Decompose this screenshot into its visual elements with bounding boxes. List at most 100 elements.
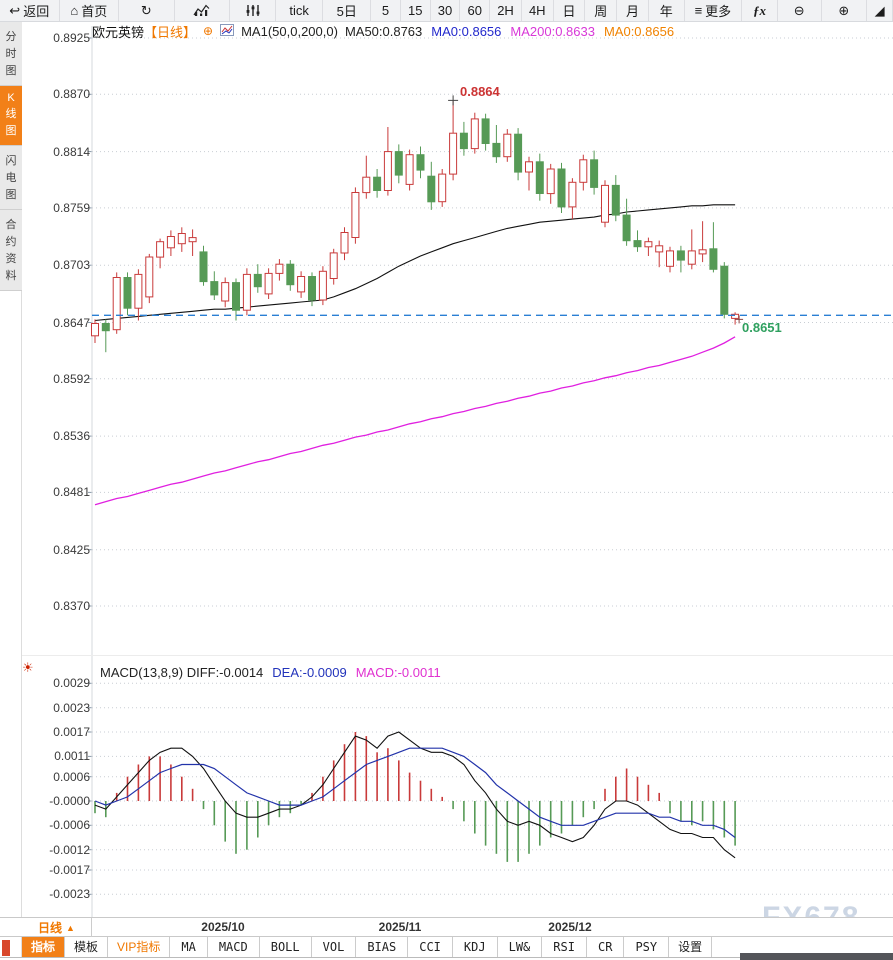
sidebar-tab-char: 资	[5, 253, 17, 265]
toolbar-item-label: 60	[467, 3, 482, 18]
chart-graphics	[88, 26, 893, 917]
macd-y-tick: -0.0000	[49, 794, 90, 808]
date-label: 2025/10	[201, 920, 245, 934]
indicator-settings-icon[interactable]: ☀	[22, 660, 34, 675]
toolbar-item-fx[interactable]: ƒx	[742, 0, 778, 21]
toolbar-item-label: 30	[437, 3, 453, 18]
toolbar-item-day[interactable]: 日	[554, 0, 586, 21]
main-y-tick: 0.8814	[53, 144, 90, 159]
toolbar-item-15[interactable]: 15	[401, 0, 431, 21]
indicator-tab-CR[interactable]: CR	[587, 937, 625, 957]
macd-value-2: MACD:-0.0011	[355, 665, 441, 680]
more-icon: ≡	[694, 3, 703, 18]
indicator-tab-KDJ[interactable]: KDJ	[453, 937, 498, 957]
taskbar-strip	[740, 953, 893, 960]
add-overlay-icon[interactable]: ⊕	[203, 24, 214, 38]
candlestick-sliders-icon	[246, 5, 259, 16]
toolbar-item-draw[interactable]: ◢	[867, 0, 893, 21]
toolbar-item-label: ƒx	[753, 2, 767, 18]
indicator-tab-模板[interactable]: 模板	[65, 937, 109, 957]
toolbar-item-more[interactable]: ≡ 更多	[685, 0, 743, 21]
macd-y-tick: 0.0011	[54, 749, 90, 764]
indicator-tab-指标[interactable]: 指标	[22, 937, 66, 957]
toolbar-item-label: 返回	[23, 4, 50, 19]
toolbar-item-30[interactable]: 30	[431, 0, 461, 21]
sidebar-tab-char: K	[7, 92, 15, 104]
indicator-tabbar: 指标 模板 VIP指标 MA MACD BOLL VOL BIAS CCI KDJ LW& RSI CR…	[0, 937, 893, 958]
indicator-tab-VOL[interactable]: VOL	[312, 937, 357, 957]
ma-summary: MA1(50,0,200,0)	[241, 23, 338, 39]
sidebar-tab-char: 图	[5, 125, 17, 137]
toolbar-item-refresh[interactable]: ↻	[119, 0, 175, 21]
toolbar-item-label: 日	[562, 4, 576, 19]
sidebar-tab-分时图[interactable]: 分时图	[0, 22, 22, 86]
sidebar-tab-char: 分	[5, 31, 17, 43]
macd-y-tick: -0.0023	[49, 887, 90, 902]
date-label: 2025/11	[378, 920, 422, 934]
sidebar-tab-char: 料	[5, 270, 17, 282]
macd-y-tick: 0.0017	[53, 725, 90, 739]
main-y-tick: 0.8592	[53, 371, 90, 386]
toolbar-item-60[interactable]: 60	[460, 0, 491, 21]
toolbar: ↩ 返回 ⌂ 首页 ↻ tick 5日 5 15 30 60 2H 4H 日周月年 ≡ 更多 ƒx ⊖ ⊕ ◢	[0, 0, 893, 22]
toolbar-item-4h[interactable]: 4H	[522, 0, 554, 21]
indicator-tab-MA[interactable]: MA	[170, 937, 208, 957]
refresh-icon: ↻	[140, 3, 152, 18]
red-corner-block	[2, 940, 10, 956]
sidebar-tab-闪电图[interactable]: 闪电图	[0, 146, 22, 210]
mini-chart-icon[interactable]	[220, 23, 235, 39]
indicator-tab-PSY[interactable]: PSY	[624, 937, 670, 957]
indicator-tab-BIAS[interactable]: BIAS	[356, 937, 409, 957]
indicator-tab-CCI[interactable]: CCI	[408, 937, 453, 957]
main-y-tick: 0.8703	[53, 258, 90, 273]
date-label: 2025/12	[548, 920, 592, 934]
toolbar-item-label: 首页	[81, 4, 108, 19]
indicator-tab-MACD[interactable]: MACD	[208, 937, 260, 957]
indicator-tab-设置[interactable]: 设置	[669, 937, 713, 957]
toolbar-item-bar-chart[interactable]	[175, 0, 231, 21]
macd-y-tick: 0.0006	[53, 769, 90, 784]
toolbar-item-label: tick	[289, 3, 309, 18]
indicator-tab-RSI[interactable]: RSI	[542, 937, 587, 957]
toolbar-item-back[interactable]: ↩ 返回	[0, 0, 60, 21]
toolbar-item-year[interactable]: 年	[649, 0, 685, 21]
indicator-tab-VIP指标[interactable]: VIP指标	[108, 937, 171, 957]
toolbar-item-label: 4H	[528, 3, 546, 18]
ma-value-1: MA0:0.8656	[431, 23, 502, 39]
indicator-tab-BOLL[interactable]: BOLL	[260, 937, 312, 957]
macd-y-tick: 0.0023	[53, 700, 90, 715]
period-selector[interactable]: 日线 ▲	[22, 918, 92, 937]
toolbar-item-home[interactable]: ⌂ 首页	[60, 0, 120, 21]
last-price-label: 0.8651	[742, 320, 782, 335]
up-triangle-icon: ▲	[66, 922, 75, 933]
main-y-tick: 0.8536	[53, 429, 90, 444]
zoom-in-icon: ⊕	[838, 3, 850, 18]
sidebar-tab-char: 闪	[5, 155, 17, 167]
toolbar-item-zoom-in[interactable]: ⊕	[822, 0, 868, 21]
sidebar-tab-char: 电	[5, 172, 17, 184]
sidebar-tab-char: 合	[5, 219, 17, 231]
sidebar-tab-合约资料[interactable]: 合约资料	[0, 210, 22, 291]
toolbar-item-tick[interactable]: tick	[276, 0, 324, 21]
toolbar-item-2h[interactable]: 2H	[490, 0, 522, 21]
toolbar-item-label: 年	[659, 4, 673, 19]
main-y-tick: 0.8481	[53, 485, 90, 500]
main-y-tick: 0.8370	[53, 599, 90, 613]
toolbar-item-5[interactable]: 5	[371, 0, 401, 21]
toolbar-item-5d[interactable]: 5日	[323, 0, 372, 21]
sidebar-tab-char: 线	[5, 108, 17, 120]
home-icon: ⌂	[70, 3, 79, 18]
macd-y-tick: -0.0017	[49, 863, 90, 877]
period-selector-label: 日线	[38, 921, 63, 935]
toolbar-item-month[interactable]: 月	[617, 0, 649, 21]
main-y-tick: 0.8870	[53, 87, 90, 102]
sidebar-tab-char: 约	[5, 236, 17, 248]
toolbar-item-candle-settings[interactable]	[230, 0, 276, 21]
high-price-label: 0.8864	[460, 84, 500, 99]
sidebar-tab-char: 图	[5, 189, 17, 201]
toolbar-item-zoom-out[interactable]: ⊖	[778, 0, 822, 21]
toolbar-item-label: 更多	[705, 4, 732, 19]
indicator-tab-LW&[interactable]: LW&	[498, 937, 543, 957]
toolbar-item-week[interactable]: 周	[585, 0, 618, 21]
